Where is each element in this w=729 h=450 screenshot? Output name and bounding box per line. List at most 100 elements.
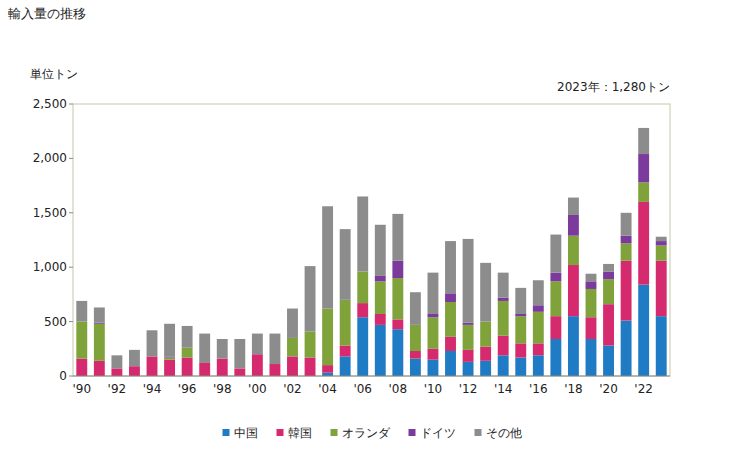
bar-segment — [357, 272, 368, 304]
bar-segment — [322, 206, 333, 308]
y-tick — [69, 376, 73, 377]
bar-segment — [568, 215, 579, 236]
y-tick — [69, 212, 73, 213]
bar-segment — [498, 298, 509, 301]
bar-segment — [76, 359, 87, 376]
bar-segment — [568, 316, 579, 376]
legend-label: オランダ — [342, 426, 391, 440]
bar-segment — [515, 314, 526, 316]
bar-segment — [164, 360, 175, 376]
bar-segment — [480, 361, 491, 376]
bar-segment — [199, 334, 210, 363]
bar-segment — [392, 329, 403, 376]
bar-segment — [638, 285, 649, 376]
bar-segment — [94, 307, 105, 322]
y-tick-label: 2,500 — [33, 97, 67, 111]
bar-segment — [621, 261, 632, 321]
legend-swatch — [475, 429, 482, 436]
x-axis — [73, 376, 670, 377]
bar-segment — [568, 265, 579, 316]
bar-segment — [410, 292, 421, 325]
bar-segment — [217, 339, 228, 359]
y-tick-label: 0 — [59, 369, 67, 383]
y-tick — [69, 104, 73, 105]
legend-swatch — [331, 429, 338, 436]
x-tick-label: '20 — [599, 382, 618, 396]
bar-segment — [287, 309, 298, 338]
bar-segment — [621, 213, 632, 236]
bar-segment — [621, 236, 632, 244]
bar-segment — [287, 338, 298, 356]
bar-segment — [498, 355, 509, 376]
bar-segment — [392, 319, 403, 329]
bar-segment — [252, 334, 263, 355]
bar-segment — [392, 214, 403, 261]
bar-segment — [656, 316, 667, 376]
bar-segment — [392, 278, 403, 319]
bar-segment — [129, 350, 140, 366]
legend-label: 中国 — [234, 426, 258, 440]
x-tick-label: '92 — [108, 382, 127, 396]
bar-segment — [357, 317, 368, 376]
x-tick-label: '16 — [529, 382, 548, 396]
legend-label: 韓国 — [288, 426, 312, 440]
bar-segment — [515, 343, 526, 357]
x-tick-label: '04 — [318, 382, 337, 396]
bar-segment — [234, 339, 245, 368]
bar-segment — [533, 305, 544, 312]
bar-segment — [550, 316, 561, 339]
bar-segment — [375, 276, 386, 281]
bar-segment — [182, 358, 193, 376]
x-tick-label: '00 — [248, 382, 267, 396]
bar-segment — [463, 239, 474, 323]
bar-segment — [480, 263, 491, 322]
bar-segment — [305, 266, 316, 331]
bar-segment — [586, 339, 597, 376]
bar-segment — [533, 343, 544, 355]
bar-segment — [147, 356, 158, 376]
bar-segment — [252, 354, 263, 376]
bar-segment — [445, 337, 456, 351]
bar-segment — [375, 325, 386, 376]
bar-segment — [445, 351, 456, 376]
y-tick — [69, 158, 73, 159]
bar-segment — [147, 330, 158, 356]
bar-segment — [603, 304, 614, 345]
bar-segment — [164, 356, 175, 357]
bar-segment — [515, 358, 526, 376]
bar-segment — [656, 241, 667, 245]
bar-segment — [182, 348, 193, 358]
bar-segment — [287, 356, 298, 376]
bar-segment — [269, 364, 280, 376]
bar-segment — [76, 322, 87, 359]
bar-segment — [410, 351, 421, 359]
bar-segment — [392, 261, 403, 278]
bar-segment — [111, 355, 122, 368]
bar-segment — [164, 324, 175, 357]
bar-segment — [410, 325, 421, 351]
bar-segment — [111, 368, 122, 376]
bar-segment — [638, 154, 649, 182]
y-tick-label: 2,000 — [33, 151, 67, 165]
bar-segment — [515, 288, 526, 314]
bar-segment — [656, 261, 667, 316]
bar-segment — [76, 301, 87, 322]
bar-segment — [428, 314, 439, 317]
bar-segment — [498, 336, 509, 356]
bar-segment — [603, 272, 614, 280]
bar-segment — [533, 280, 544, 305]
bar-segment — [164, 358, 175, 360]
bar-segment — [199, 363, 210, 376]
legend-label: その他 — [486, 426, 522, 440]
bar-segment — [550, 235, 561, 273]
bar-segment — [375, 314, 386, 325]
y-tick-label: 1,000 — [33, 260, 67, 274]
x-tick-label: '10 — [424, 382, 443, 396]
bar-segment — [603, 346, 614, 376]
bar-segment — [428, 317, 439, 349]
plot-frame — [73, 104, 670, 376]
bar-segment — [463, 350, 474, 362]
x-tick-label: '18 — [564, 382, 583, 396]
title: 輸入量の推移 — [8, 6, 86, 21]
bar-segment — [340, 229, 351, 300]
